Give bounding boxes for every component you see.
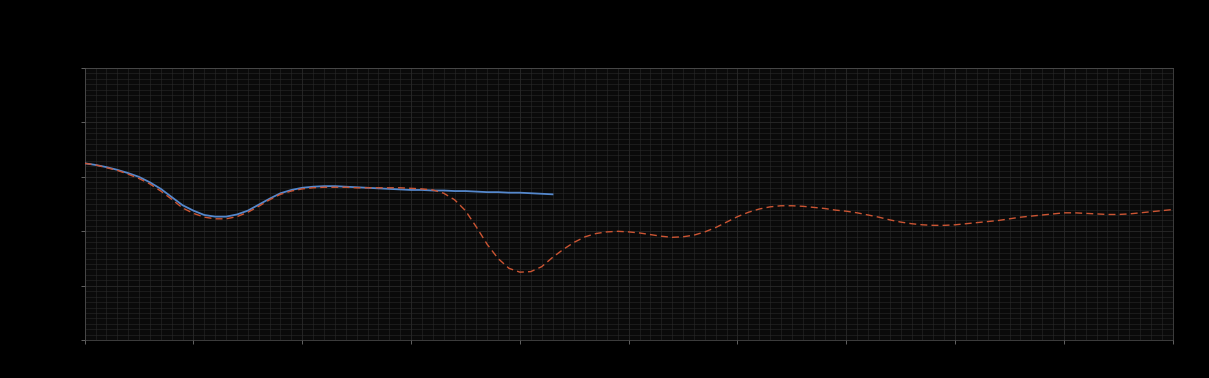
Legend: , : ,: [1141, 0, 1173, 2]
